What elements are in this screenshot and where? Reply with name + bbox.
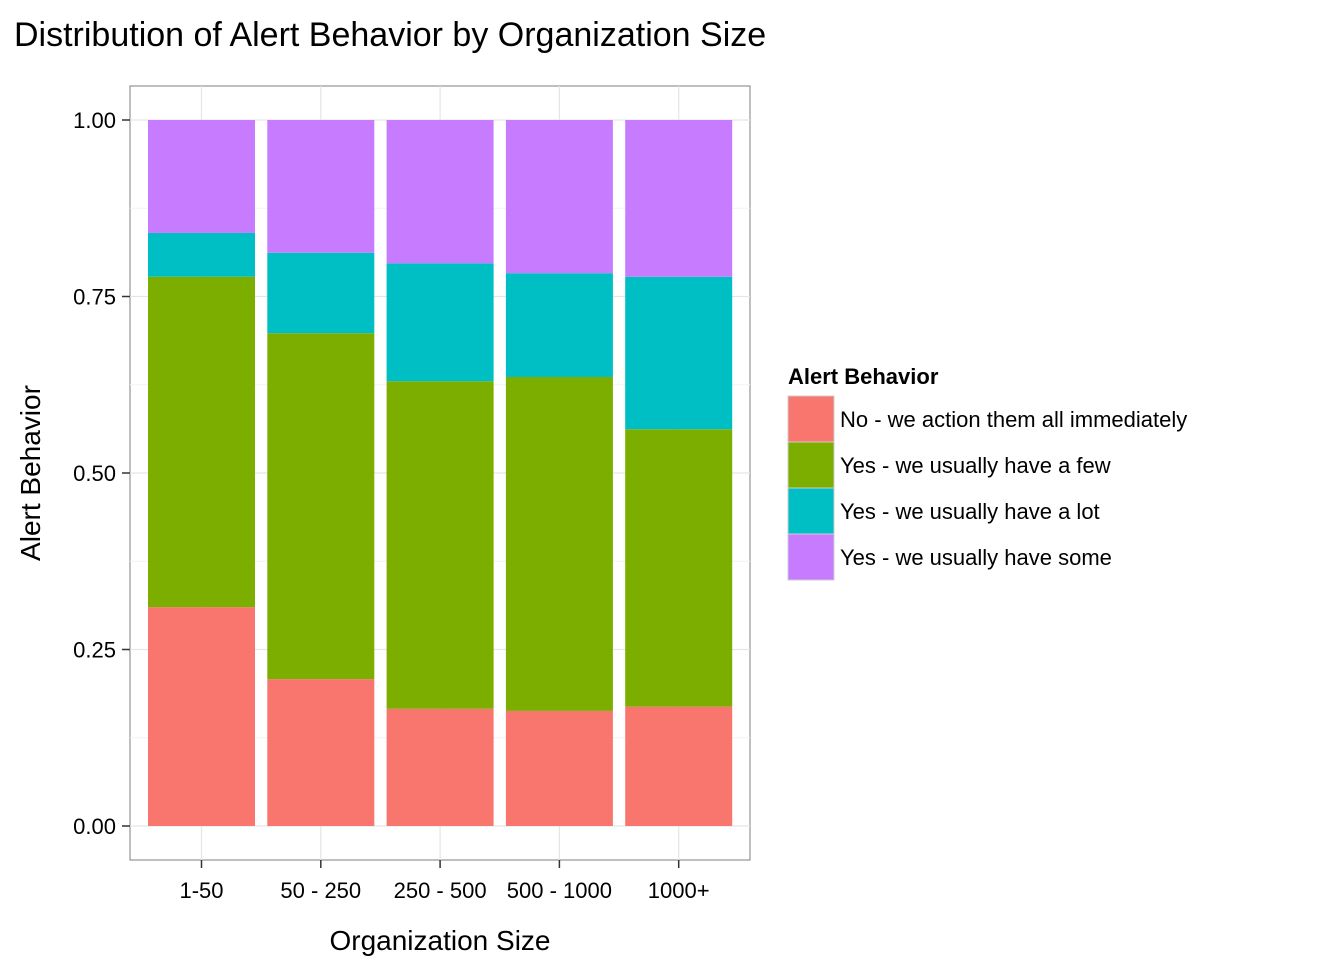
x-tick-label: 1-50 bbox=[179, 878, 223, 903]
legend-item: Yes - we usually have a few bbox=[787, 441, 1111, 489]
bar-segment bbox=[386, 708, 494, 826]
bar-segment bbox=[267, 120, 375, 253]
bar-segment bbox=[505, 710, 613, 826]
y-tick-label: 1.00 bbox=[73, 108, 116, 133]
legend-item: Yes - we usually have some bbox=[787, 533, 1112, 581]
bar-segment bbox=[148, 120, 255, 233]
x-tick-label: 250 - 500 bbox=[394, 878, 487, 903]
bar-segment bbox=[505, 273, 613, 377]
legend-swatch bbox=[787, 533, 835, 581]
legend-label: Yes - we usually have some bbox=[840, 545, 1112, 570]
bar-segment bbox=[148, 276, 255, 608]
legend-swatch bbox=[787, 441, 835, 489]
legend-title: Alert Behavior bbox=[788, 364, 939, 389]
bar-segment bbox=[625, 706, 733, 826]
bar-segment bbox=[505, 120, 613, 274]
legend-label: Yes - we usually have a lot bbox=[840, 499, 1100, 524]
y-tick-label: 0.25 bbox=[73, 638, 116, 663]
x-tick-label: 1000+ bbox=[648, 878, 710, 903]
y-tick-label: 0.50 bbox=[73, 461, 116, 486]
bar-segment bbox=[625, 120, 733, 277]
y-tick-label: 0.75 bbox=[73, 285, 116, 310]
bar-segment bbox=[148, 607, 255, 826]
x-tick-label: 50 - 250 bbox=[280, 878, 361, 903]
x-tick-label: 500 - 1000 bbox=[507, 878, 612, 903]
chart-title: Distribution of Alert Behavior by Organi… bbox=[14, 16, 766, 54]
legend-label: Yes - we usually have a few bbox=[840, 453, 1111, 478]
legend-item: Yes - we usually have a lot bbox=[787, 487, 1100, 535]
legend-item: No - we action them all immediately bbox=[787, 395, 1187, 443]
bar-segment bbox=[505, 376, 613, 711]
bar-segment bbox=[267, 252, 375, 334]
bar-segment bbox=[148, 232, 255, 277]
legend-swatch bbox=[787, 487, 835, 535]
bar-segment bbox=[386, 381, 494, 709]
bar-segment bbox=[267, 679, 375, 826]
y-axis-label: Alert Behavior bbox=[15, 385, 46, 561]
bar-segment bbox=[386, 120, 494, 264]
bar-segment bbox=[267, 333, 375, 680]
bar-segment bbox=[625, 276, 733, 430]
legend-label: No - we action them all immediately bbox=[840, 407, 1187, 432]
legend-swatch bbox=[787, 395, 835, 443]
bar-segment bbox=[386, 263, 494, 382]
bar-segment bbox=[625, 429, 733, 707]
x-axis-label: Organization Size bbox=[329, 925, 550, 956]
y-tick-label: 0.00 bbox=[73, 814, 116, 839]
